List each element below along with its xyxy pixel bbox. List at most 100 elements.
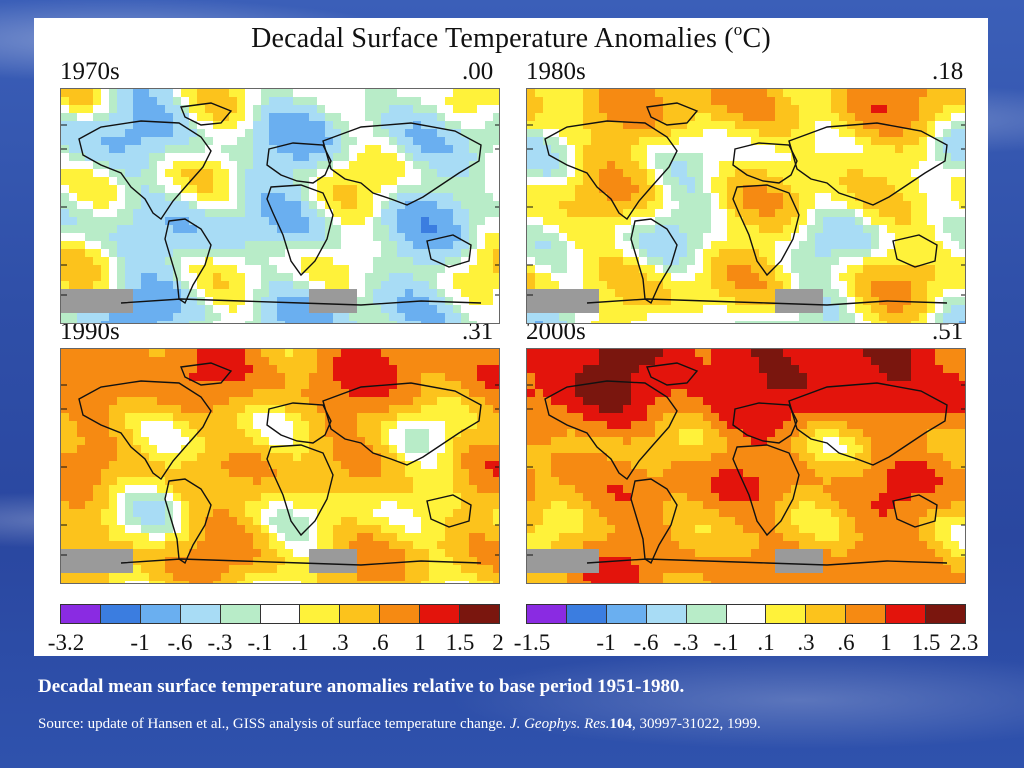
colorbar-tick-label: -.3: [207, 630, 233, 655]
coastline: [646, 362, 699, 386]
title-unit: C): [742, 23, 771, 54]
anomaly-field: [61, 349, 499, 583]
figure-caption: Decadal mean surface temperature anomali…: [38, 676, 685, 697]
map-1990s: [60, 348, 500, 584]
colorbar-swatch: [846, 605, 887, 623]
colorbar-tick-label: 1.5: [911, 630, 941, 655]
coastline: [322, 382, 482, 466]
colorbar-swatch: [766, 605, 807, 623]
anomaly-field: [527, 89, 965, 323]
colorbar-tick-label: -1: [596, 630, 616, 655]
anomaly-field: [61, 89, 499, 323]
colorbar-right: [526, 604, 966, 624]
map-2000s: [526, 348, 966, 584]
colorbar-swatch: [527, 605, 567, 623]
source-suffix: , 30997-31022, 1999.: [631, 716, 761, 732]
colorbar-swatch: [726, 605, 767, 623]
coastline: [646, 102, 699, 126]
colorbar-swatch: [61, 605, 101, 623]
coastline: [630, 218, 678, 305]
coastline: [266, 184, 334, 277]
colorbar-swatch: [260, 605, 301, 623]
coastline: [544, 380, 678, 481]
colorbar-tick-label: 1: [880, 630, 892, 655]
colorbar-left: [60, 604, 500, 624]
colorbar-swatch: [100, 605, 141, 623]
coastline: [180, 362, 233, 386]
colorbar-tick-label: .1: [291, 630, 309, 655]
anomaly-field: [527, 349, 965, 583]
coastline: [180, 102, 233, 126]
map-1970s-mean: .00: [462, 58, 494, 85]
coastline: [426, 494, 472, 528]
colorbar-swatch: [220, 605, 261, 623]
coastline: [732, 142, 798, 184]
colorbar-tick-label: .3: [331, 630, 349, 655]
coastline: [266, 444, 334, 537]
colorbar-tick-label: .6: [837, 630, 855, 655]
colorbar-tick-label: 1: [414, 630, 426, 655]
coastline: [266, 402, 332, 444]
source-volume: 104: [609, 716, 632, 732]
colorbar-swatch: [460, 605, 499, 623]
coastline: [586, 298, 948, 306]
coastline: [164, 218, 212, 305]
colorbar-tick-label: -1: [130, 630, 150, 655]
map-1980s-decade: 1980s: [526, 58, 586, 85]
title-text: Decadal Surface Temperature Anomalies (: [251, 23, 734, 54]
colorbar-tick-label: -.6: [633, 630, 659, 655]
colorbar-swatch: [380, 605, 421, 623]
colorbar-tick-label: .1: [757, 630, 775, 655]
coastline: [78, 120, 212, 221]
coastline: [322, 122, 482, 206]
source-citation: Source: update of Hansen et al., GISS an…: [38, 716, 761, 733]
colorbar-swatch: [886, 605, 927, 623]
colorbar-tick-label: 2.3: [949, 630, 979, 655]
colorbar-swatch: [646, 605, 687, 623]
colorbar-tick-label: -1.5: [513, 630, 551, 655]
coastline: [732, 402, 798, 444]
map-1980s: [526, 88, 966, 324]
colorbar-tick-label: -.3: [673, 630, 699, 655]
map-1980s-mean: .18: [932, 58, 964, 85]
colorbar-tick-label: 1.5: [445, 630, 475, 655]
degree-sup: o: [733, 20, 743, 39]
colorbar-tick-label: .3: [797, 630, 815, 655]
colorbar-swatch: [686, 605, 727, 623]
coastline: [164, 478, 212, 565]
colorbar-tick-label: -.1: [713, 630, 739, 655]
coastline: [732, 444, 800, 537]
colorbar-swatch: [180, 605, 221, 623]
colorbar-tick-label: -.1: [247, 630, 273, 655]
source-prefix: Source: update of Hansen et al., GISS an…: [38, 716, 510, 732]
map-1970s: [60, 88, 500, 324]
coastline: [892, 234, 938, 268]
coastline: [266, 142, 332, 184]
colorbar-swatch: [566, 605, 607, 623]
coastline: [732, 184, 800, 277]
coastline: [78, 380, 212, 481]
colorbar-swatch: [300, 605, 341, 623]
coastline: [892, 494, 938, 528]
coastline: [120, 558, 482, 566]
colorbar-swatch: [606, 605, 647, 623]
colorbar-swatch: [140, 605, 181, 623]
colorbar-tick-label: -3.2: [47, 630, 85, 655]
coastline: [630, 478, 678, 565]
colorbar-tick-label: 2: [492, 630, 504, 655]
colorbar-swatch: [926, 605, 965, 623]
figure-panel: Decadal Surface Temperature Anomalies (o…: [34, 18, 988, 656]
coastline: [120, 298, 482, 306]
colorbar-swatch: [806, 605, 847, 623]
coastline: [788, 122, 948, 206]
map-1970s-decade: 1970s: [60, 58, 120, 85]
source-journal: J. Geophys. Res.: [509, 716, 610, 732]
coastline: [788, 382, 948, 466]
coastline: [544, 120, 678, 221]
coastline: [426, 234, 472, 268]
coastline: [586, 558, 948, 566]
colorbar-swatch: [420, 605, 461, 623]
colorbar-tick-label: .6: [371, 630, 389, 655]
colorbar-swatch: [340, 605, 381, 623]
figure-title: Decadal Surface Temperature Anomalies (o…: [34, 20, 988, 55]
